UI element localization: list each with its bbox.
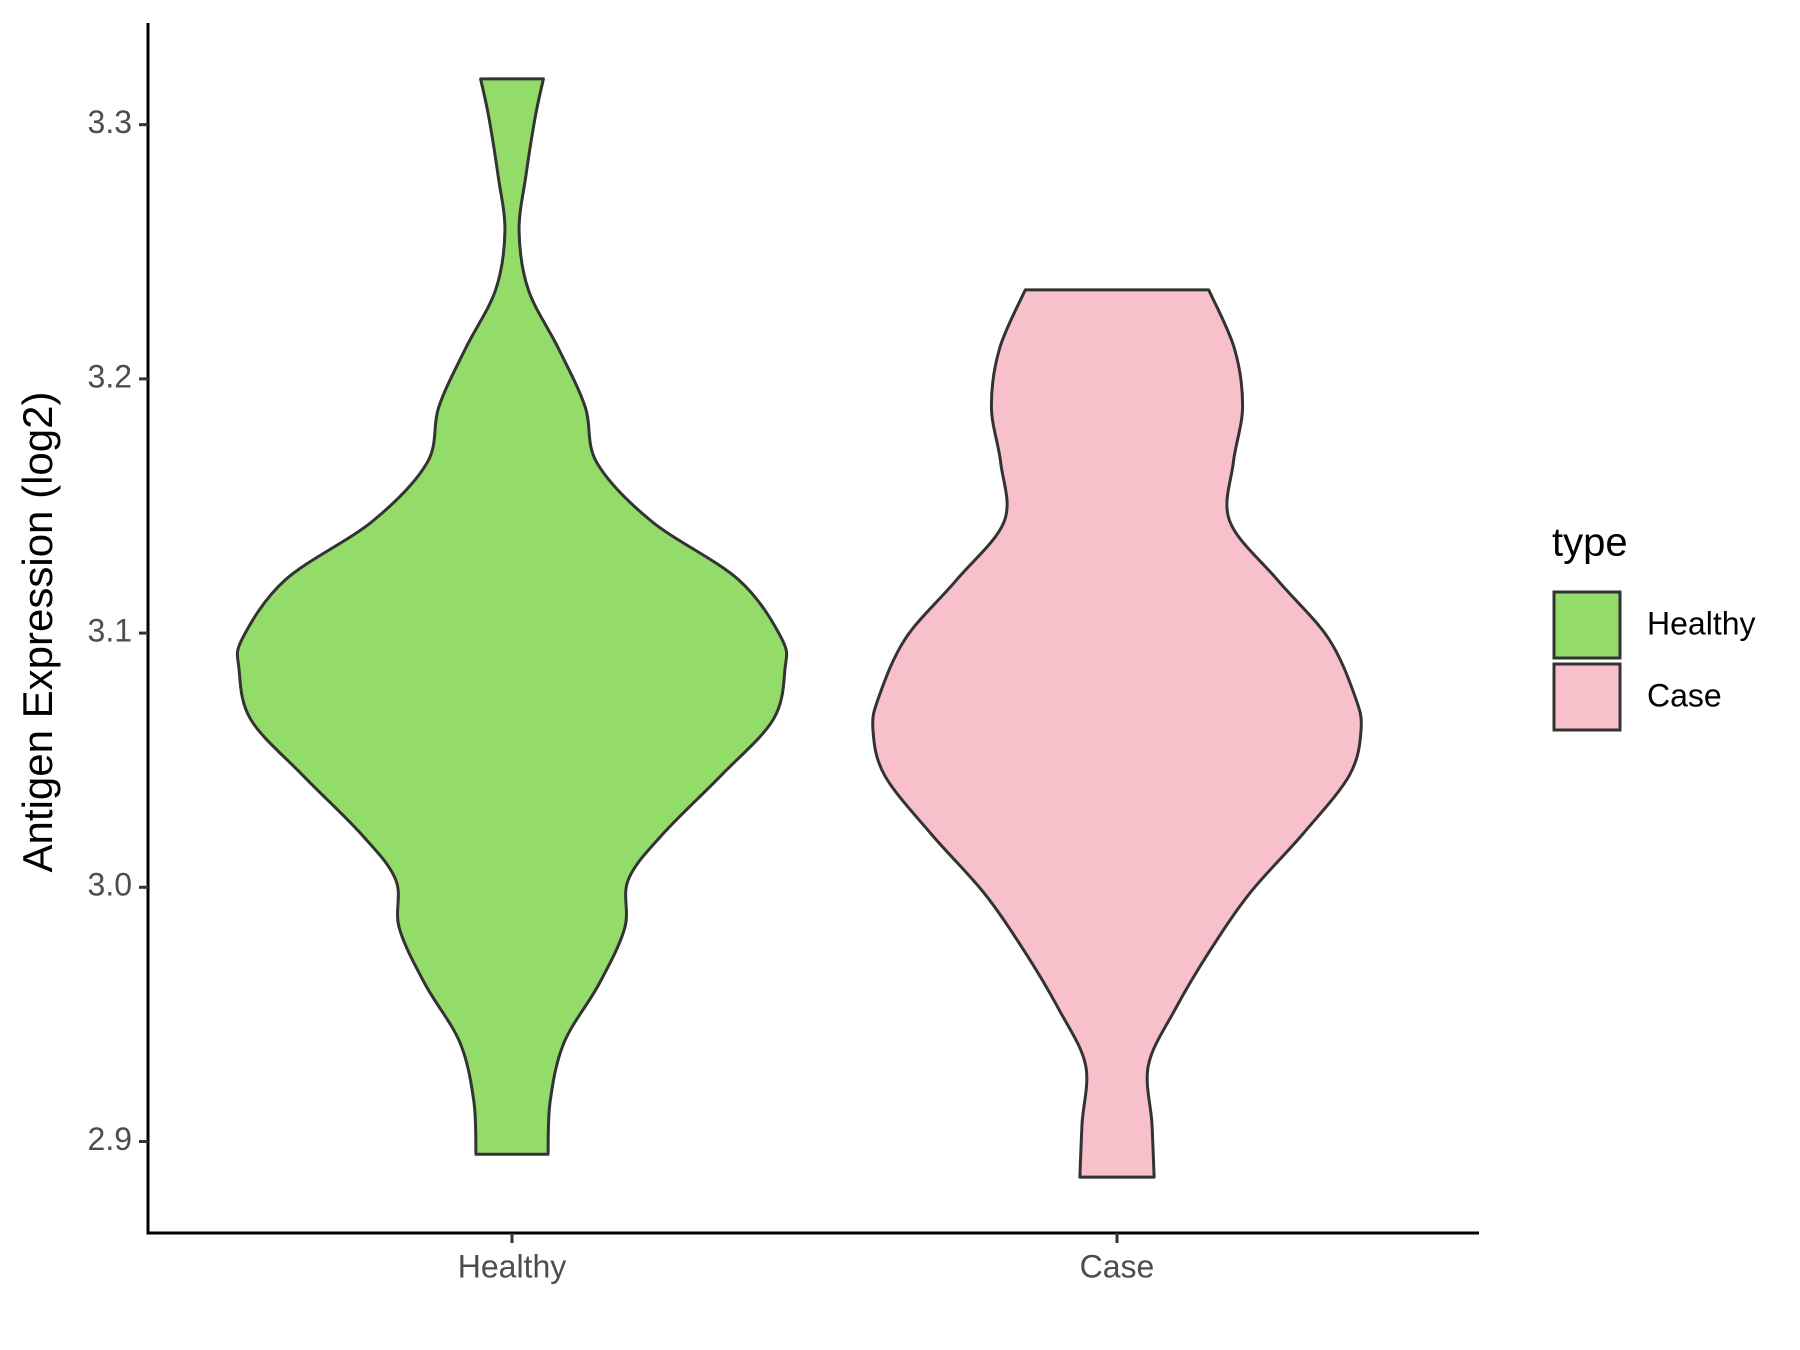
y-tick-label: 3.0 [88,867,132,903]
x-tick-label: Case [1080,1248,1155,1284]
violin [235,77,789,1156]
y-tick-label: 3.2 [88,358,132,394]
legend-label: Healthy [1647,605,1756,641]
legend-key [1552,590,1622,660]
legend-label: Case [1647,677,1722,713]
y-tick-label: 3.3 [88,104,132,140]
y-axis-title: Antigen Expression (log2) [14,392,61,873]
violin [871,288,1363,1179]
y-tick-label: 3.1 [88,613,132,649]
x-tick-label: Healthy [458,1248,567,1284]
legend-title: type [1552,521,1628,565]
y-tick-label: 2.9 [88,1121,132,1157]
legend-key [1552,662,1622,732]
